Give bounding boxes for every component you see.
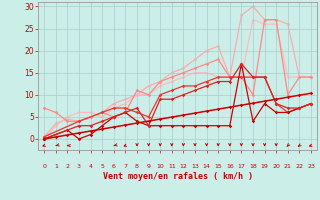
X-axis label: Vent moyen/en rafales ( km/h ): Vent moyen/en rafales ( km/h ) [103, 172, 252, 181]
